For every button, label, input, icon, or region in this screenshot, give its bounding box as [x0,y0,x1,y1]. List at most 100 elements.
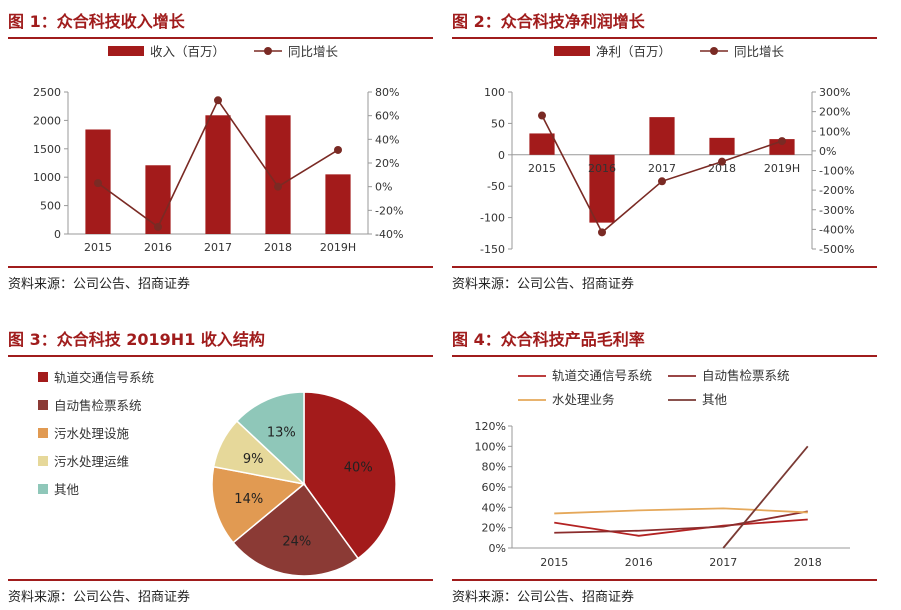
x-tick-label: 2016 [144,241,172,254]
bar [145,165,171,234]
title-rule [8,355,433,357]
legend-swatch-bar [554,46,590,56]
y-tick-label: 120% [475,420,506,433]
growth-point [94,179,102,188]
y2-tick-label: 0% [819,145,836,158]
y2-tick-label: 200% [819,106,850,119]
chart-2-svg: -150 -100 -50 0 50 100 -500% -400% -300% -200% -10… [480,44,854,256]
y-tick-label: 500 [40,200,61,213]
chart-panel-2: 图 2：众合科技净利润增长 -150 -100 -50 0 50 100 -500% -400… [452,8,877,300]
pie-data-label: 24% [282,535,311,550]
x-tick-label: 2017 [709,556,737,569]
y-tick-label: 1500 [33,143,61,156]
y-tick-label: 100 [484,86,505,99]
series-line [722,445,809,549]
legend-label: 轨道交通信号系统 [552,368,652,383]
y2-tick-label: 80% [375,86,399,99]
series-line [554,518,808,537]
x-tick-label: 2016 [588,162,616,175]
y-tick-label: 0 [54,228,61,241]
source-note: 资料来源：公司公告、招商证券 [452,590,635,605]
bar [529,133,555,155]
y2-tick-label: 20% [375,157,399,170]
y-tick-label: 100% [475,440,506,453]
title-rule [8,37,433,39]
pie-data-label: 40% [344,460,373,475]
title-rule [452,37,877,39]
x-tick-label: 2015 [528,162,556,175]
y2-tick-label: 0% [375,181,392,194]
series-line [554,507,808,515]
y2-tick-label: -40% [375,228,403,241]
bar [649,117,675,155]
chart-4-title: 图 4：众合科技产品毛利率 [452,330,645,349]
legend-swatch-bar [108,46,144,56]
pie-data-label: 14% [234,492,263,507]
x-tick-label: 2019H [764,162,800,175]
bar [325,174,351,234]
y-tick-label: -150 [480,243,505,256]
growth-point [658,177,666,186]
y-tick-label: 80% [482,461,506,474]
bar [589,154,615,223]
pie-slice [211,465,306,544]
x-tick-label: 2018 [794,556,822,569]
y2-tick-label: -400% [819,223,854,236]
bottom-rule [8,579,433,581]
chart-3-title: 图 3：众合科技 2019H1 收入结构 [8,330,265,349]
legend-swatch [38,428,48,438]
y-tick-label: 20% [482,522,506,535]
legend-swatch [38,456,48,466]
x-tick-label: 2015 [84,241,112,254]
source-note: 资料来源：公司公告、招商证券 [8,277,191,292]
source-note: 资料来源：公司公告、招商证券 [8,590,191,605]
title-rule [452,355,877,357]
y-tick-label: 1000 [33,171,61,184]
legend-label: 污水处理运维 [54,454,129,469]
pie-data-label: 9% [243,452,264,467]
bar [205,115,231,234]
legend-swatch-point [264,47,272,55]
legend-label: 其他 [702,392,728,407]
y-tick-label: 0 [498,149,505,162]
legend-swatch [38,484,48,494]
bottom-rule [452,266,877,268]
y-tick-label: -50 [487,180,505,193]
legend-label: 其他 [54,482,80,497]
chart-1-svg: 0 500 1000 1500 2000 2500 -40% -20% 0% 20% 40% 60% 8… [33,44,403,254]
y-tick-label: 40% [482,501,506,514]
x-tick-label: 2017 [204,241,232,254]
source-note: 资料来源：公司公告、招商证券 [452,277,635,292]
growth-point [214,96,222,105]
y2-tick-label: -200% [819,184,854,197]
y2-tick-label: 300% [819,86,850,99]
legend-swatch-point [710,47,718,55]
chart-4-svg: 0% 20% 40% 60% 80% 100% 120% 2015 2016 2017 2018 轨道… [475,368,850,569]
bottom-rule [452,579,877,581]
y2-tick-label: -20% [375,204,403,217]
growth-point [274,182,282,191]
legend-label: 自动售检票系统 [702,368,790,383]
legend-label: 污水处理设施 [54,426,130,441]
chart-2-title: 图 2：众合科技净利润增长 [452,12,645,31]
y-tick-label: 2000 [33,114,61,127]
y2-tick-label: 40% [375,133,399,146]
pie-slice [232,482,360,577]
x-tick-label: 2019H [320,241,356,254]
pie-data-label: 13% [267,426,296,441]
y-tick-label: 0% [489,542,506,555]
x-tick-label: 2015 [540,556,568,569]
y2-tick-label: 60% [375,110,399,123]
growth-point [598,228,606,237]
x-tick-label: 2018 [708,162,736,175]
pie-slice [235,391,305,486]
legend-swatch [38,372,48,382]
chart-panel-4: 图 4：众合科技产品毛利率 0% 20% 40% 60% 80% 100% 120% 2015… [452,326,877,610]
legend-label: 自动售检票系统 [54,398,142,413]
legend-label: 收入（百万） [150,44,225,59]
legend-label: 轨道交通信号系统 [54,370,154,385]
chart-panel-1: 图 1：众合科技收入增长 0 500 1000 1500 2000 2500 -40% -20… [8,8,433,300]
legend-swatch [38,400,48,410]
y-tick-label: -100 [480,212,505,225]
legend-label: 同比增长 [734,44,785,59]
